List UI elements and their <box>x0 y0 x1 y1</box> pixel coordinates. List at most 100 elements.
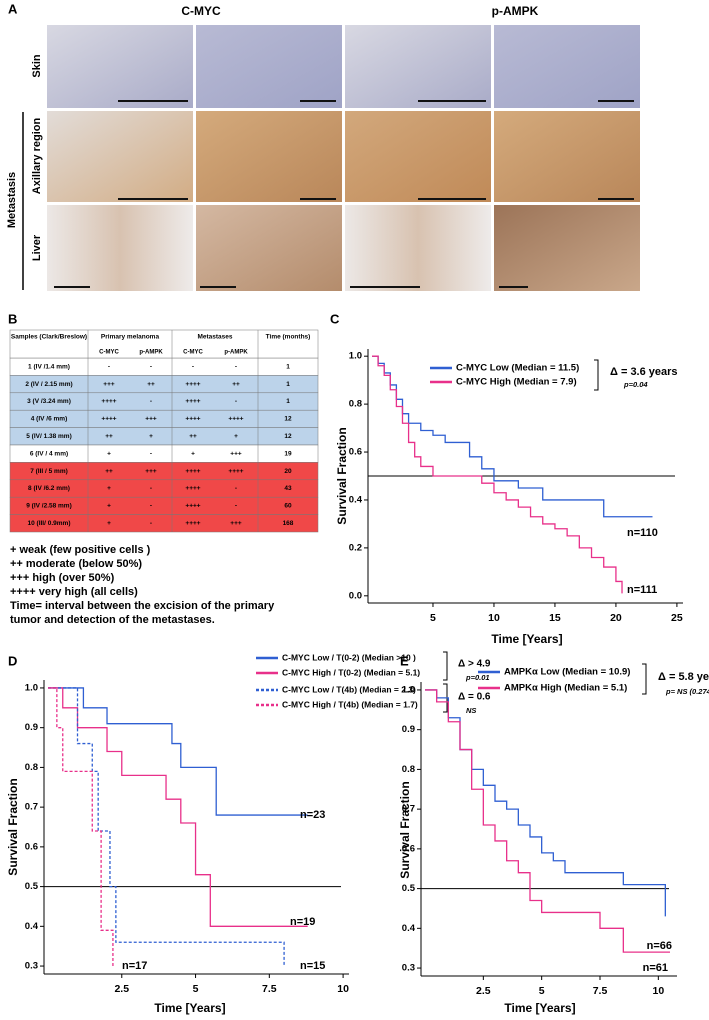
table-cell: ++ <box>147 381 155 388</box>
table-cell: +++ <box>145 468 157 475</box>
annotation: p=0.01 <box>465 673 490 682</box>
table-cell: ++ <box>232 381 240 388</box>
survival-curve <box>48 687 308 927</box>
table-cell: 3 (V /3.24 mm) <box>27 398 71 405</box>
x-axis-title: Time [Years] <box>504 1001 575 1015</box>
table-cell: ++++ <box>228 468 243 475</box>
micrograph <box>196 205 342 291</box>
survival-curve <box>425 689 666 917</box>
table-cell: - <box>150 520 152 527</box>
table-subheader-cell: C-MYC <box>99 350 119 356</box>
table-cell: + <box>234 433 238 440</box>
annotation: p= NS (0.274) <box>665 687 709 696</box>
micrograph <box>47 25 193 108</box>
table-cell: + <box>107 503 111 510</box>
table-cell: - <box>192 363 194 370</box>
row-label: Axillary region <box>31 118 43 195</box>
x-axis-title: Time [Years] <box>491 632 562 646</box>
micrograph <box>196 25 342 108</box>
table-cell: 20 <box>284 468 292 475</box>
legend-label: C-MYC Low / T(0-2) (Median >10 ) <box>282 652 416 662</box>
table-cell: 2 (IV / 2.15 mm) <box>25 381 72 388</box>
micrographs <box>22 25 640 291</box>
table-cell: 60 <box>284 503 292 510</box>
x-tick-label: 2.5 <box>476 985 491 997</box>
table-cell: ++ <box>105 468 113 475</box>
micrograph <box>494 111 640 202</box>
table-cell: - <box>150 503 152 510</box>
x-tick-label: 7.5 <box>262 983 277 995</box>
table-cell: - <box>150 363 152 370</box>
y-tick-label: 0.4 <box>402 923 416 934</box>
legend-note: + weak (few positive cells ) <box>10 544 151 556</box>
annotation: Δ > 4.9 <box>458 659 491 670</box>
x-tick-label: 10 <box>488 612 500 624</box>
table-header-cell: Primary melanoma <box>101 334 160 341</box>
legend-note: Time= interval between the excision of t… <box>10 600 275 612</box>
table-row <box>9 514 319 533</box>
x-tick-label: 5 <box>430 612 436 624</box>
survival-curve <box>48 687 114 967</box>
table-cell: ++++ <box>185 468 200 475</box>
x-axis-title: Time [Years] <box>154 1001 225 1015</box>
table-cell: 168 <box>283 520 294 527</box>
survival-curve <box>48 687 285 967</box>
y-tick-label: 1.0 <box>25 682 38 693</box>
x-tick-label: 25 <box>671 612 683 624</box>
x-tick-label: 5 <box>539 985 545 997</box>
y-tick-label: 0.9 <box>402 724 415 735</box>
table-cell: - <box>235 398 237 405</box>
micrograph <box>345 25 491 108</box>
table-cell: - <box>235 485 237 492</box>
annotation: n=66 <box>647 940 672 952</box>
panel-label: D <box>8 653 17 668</box>
micrograph <box>345 111 491 202</box>
micrograph <box>345 205 491 291</box>
y-tick-label: 0.7 <box>25 802 38 813</box>
table-cell: + <box>191 450 195 457</box>
table-cell: +++ <box>230 520 242 527</box>
table-cell: 12 <box>284 416 292 423</box>
annotation: n=110 <box>627 527 658 539</box>
table-cell: - <box>235 503 237 510</box>
table-cell: 6 (IV / 4 mm) <box>30 450 68 457</box>
table-cell: ++++ <box>101 398 116 405</box>
table-cell: ++++ <box>185 485 200 492</box>
table-cell: +++ <box>230 450 242 457</box>
micrograph <box>494 205 640 291</box>
bracket <box>642 663 647 695</box>
annotation: Δ = 3.6 years <box>610 366 678 378</box>
y-tick-label: 0.2 <box>349 542 362 553</box>
table-cell: 10 (III/ 0.9mm) <box>28 520 71 527</box>
table-cell: 1 <box>286 398 290 405</box>
y-tick-label: 0.6 <box>402 843 415 854</box>
y-tick-label: 0.6 <box>25 841 38 852</box>
table-header-cell: Samples (Clark/Breslow) <box>11 334 87 341</box>
table-cell: - <box>150 485 152 492</box>
legend-label: AMPKα High (Median = 5.1) <box>504 683 627 694</box>
annotation: n=15 <box>300 960 325 972</box>
column-label: p-AMPK <box>492 4 539 18</box>
x-tick-label: 20 <box>610 612 622 624</box>
table-cell: 1 (IV /1.4 mm) <box>28 363 70 370</box>
y-tick-label: 1.0 <box>402 684 415 695</box>
table-cell: 1 <box>286 381 290 388</box>
legend-note: +++ high (over 50%) <box>10 572 115 584</box>
panel-label: A <box>8 1 18 16</box>
annotation: p=0.04 <box>623 380 648 389</box>
table-cell: ++++ <box>185 416 200 423</box>
table-cell: ++ <box>105 433 113 440</box>
table-cell: 43 <box>284 485 292 492</box>
y-tick-label: 1.0 <box>349 351 362 362</box>
table-cell: - <box>108 363 110 370</box>
legend-note: ++++ very high (all cells) <box>10 586 138 598</box>
panel-label: E <box>400 653 409 668</box>
micrograph <box>47 111 193 202</box>
table-cell: ++++ <box>185 398 200 405</box>
table-cell: - <box>150 450 152 457</box>
table-cell: +++ <box>145 416 157 423</box>
table-cell: 8 (IV /6.2 mm) <box>28 485 70 492</box>
table-cell: 5 (IV/ 1.38 mm) <box>26 433 72 440</box>
bracket <box>594 359 599 391</box>
table-header-cell: Time (months) <box>266 334 311 341</box>
